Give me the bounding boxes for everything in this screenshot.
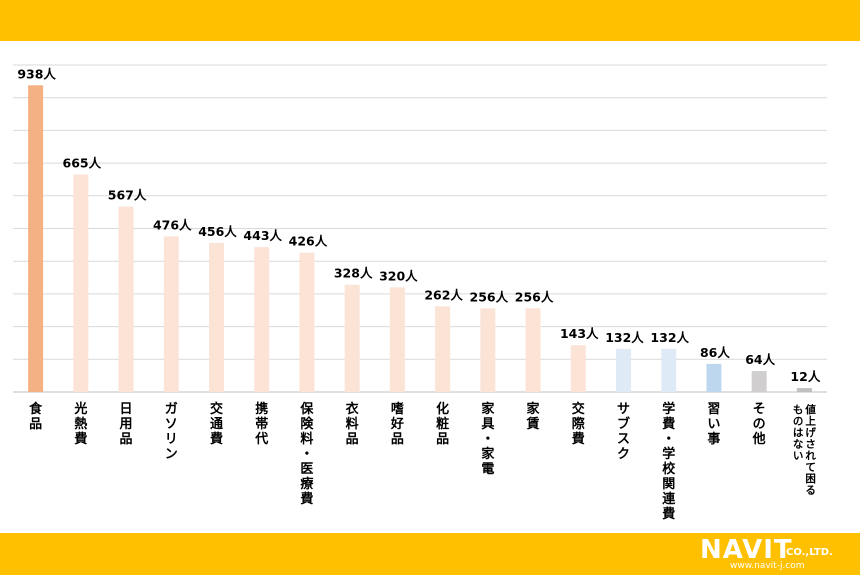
- category-label: その他: [752, 402, 766, 447]
- header-band: [0, 0, 860, 41]
- svg-text:習い事: 習い事: [707, 402, 720, 447]
- bar: [299, 252, 315, 392]
- category-label: 化粧品: [436, 401, 449, 447]
- gridlines: [13, 64, 827, 393]
- category-label: 家具・家電: [481, 401, 495, 477]
- data-label: 567人: [108, 188, 147, 203]
- bar: [751, 371, 767, 392]
- category-label: 食品: [29, 401, 43, 432]
- bar: [28, 85, 44, 393]
- data-label: 320人: [379, 268, 418, 283]
- category-label: 保険料・医療費: [299, 401, 314, 507]
- bar: [480, 308, 496, 392]
- bar: [525, 308, 541, 392]
- svg-text:衣料品: 衣料品: [346, 401, 359, 447]
- bar: [570, 345, 586, 392]
- bar: [163, 236, 179, 392]
- data-label: 132人: [605, 330, 644, 345]
- bar: [389, 287, 405, 392]
- logo-suffix: CO.,LTD.: [786, 547, 833, 558]
- category-labels: 食品 光熱費 日用品 ガソリン 交通費 携帯代 保険料・医療費 衣料品 嗜好品 化粧品 家具・家電 家…: [29, 401, 816, 522]
- data-label: 64人: [745, 352, 775, 367]
- category-label: 家賃: [526, 401, 541, 432]
- data-label: 143人: [560, 326, 599, 341]
- data-label: 476人: [153, 217, 192, 232]
- svg-text:その他: その他: [752, 402, 766, 447]
- category-label: 光熱費: [73, 401, 87, 447]
- logo-text: NAVIT: [700, 535, 793, 565]
- bar-chart: 938人 665人 567人 476人 456人 443人 426人 328人 320人 262人…: [13, 64, 827, 522]
- svg-text:家賃: 家賃: [526, 401, 541, 432]
- bar: [118, 206, 134, 392]
- category-label: 習い事: [707, 402, 720, 447]
- svg-text:学費・学校関連費: 学費・学校関連費: [662, 401, 676, 522]
- data-label: 328人: [334, 266, 373, 281]
- footer-band: [0, 533, 860, 575]
- bars: [28, 85, 812, 393]
- data-label: 426人: [289, 234, 328, 249]
- svg-text:食品: 食品: [29, 401, 43, 432]
- data-label: 86人: [700, 345, 730, 360]
- data-label: 12人: [790, 369, 820, 384]
- category-label: 値上げされて困るものはない: [793, 403, 817, 497]
- svg-text:日用品: 日用品: [119, 402, 133, 447]
- svg-text:ガソリン: ガソリン: [165, 402, 178, 462]
- data-label: 132人: [650, 330, 689, 345]
- data-label: 938人: [17, 66, 56, 81]
- svg-text:サブスク: サブスク: [617, 402, 630, 462]
- category-label: 日用品: [119, 402, 133, 447]
- category-label: サブスク: [617, 402, 630, 462]
- category-label: 嗜好品: [390, 401, 404, 447]
- svg-text:家具・家電: 家具・家電: [481, 401, 495, 477]
- bar: [73, 174, 89, 392]
- value-labels: 938人 665人 567人 476人 456人 443人 426人 328人 320人 262人…: [17, 66, 821, 384]
- logo-url: www.navit-j.com: [730, 561, 805, 571]
- bar: [796, 388, 812, 392]
- svg-text:交通費: 交通費: [210, 401, 223, 447]
- data-label: 665人: [63, 156, 102, 171]
- data-label: 256人: [470, 289, 509, 304]
- data-label: 443人: [243, 228, 282, 243]
- bar: [706, 363, 722, 392]
- bar: [661, 348, 677, 392]
- svg-text:保険料・医療費: 保険料・医療費: [299, 401, 314, 507]
- category-label: 交際費: [572, 401, 586, 447]
- category-label: 携帯代: [254, 401, 268, 447]
- bar: [435, 306, 451, 392]
- data-label: 256人: [515, 289, 554, 304]
- category-label: 学費・学校関連費: [662, 401, 676, 522]
- category-label: 衣料品: [346, 401, 359, 447]
- svg-text:光熱費: 光熱費: [73, 401, 87, 447]
- bar: [616, 348, 631, 392]
- bar: [344, 284, 360, 392]
- category-label: ガソリン: [165, 402, 178, 462]
- bar: [254, 247, 270, 392]
- svg-text:化粧品: 化粧品: [436, 401, 449, 447]
- svg-text:嗜好品: 嗜好品: [390, 401, 404, 447]
- svg-text:携帯代: 携帯代: [254, 401, 268, 447]
- svg-text:値上げされて困るものはない: 値上げされて困るものはない: [793, 403, 817, 497]
- data-label: 262人: [424, 287, 463, 302]
- bar: [209, 242, 224, 392]
- navit-logo: NAVIT CO.,LTD. www.navit-j.com: [700, 537, 850, 573]
- data-label: 456人: [198, 224, 237, 239]
- category-label: 交通費: [210, 401, 223, 447]
- svg-text:交際費: 交際費: [572, 401, 586, 447]
